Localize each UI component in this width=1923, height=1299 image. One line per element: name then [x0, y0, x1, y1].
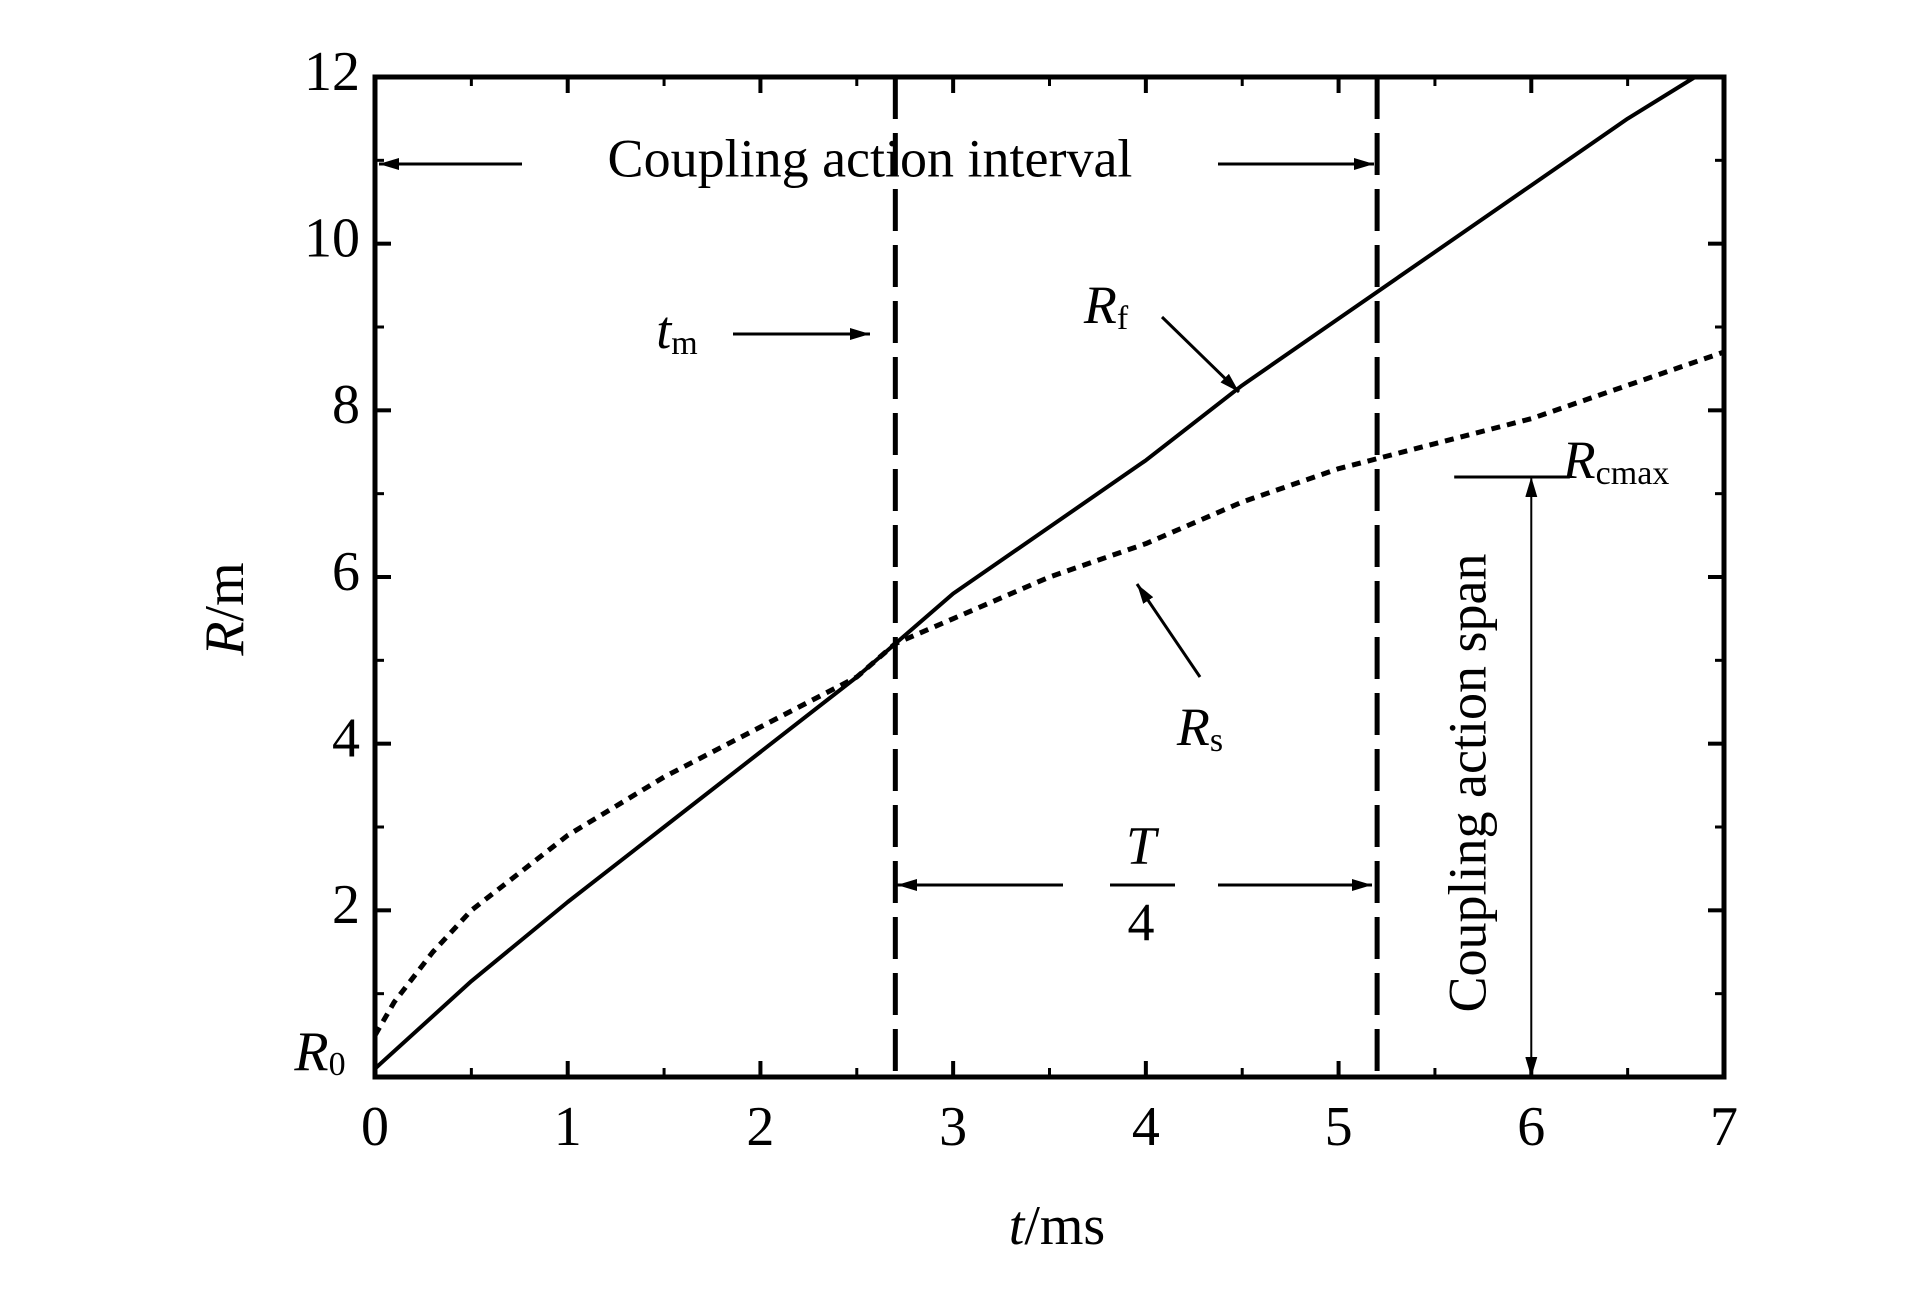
x-tick-label: 4 [1132, 1096, 1160, 1158]
x-tick-label: 3 [939, 1096, 967, 1158]
annotation-base: t [656, 300, 673, 360]
series-line [372, 349, 1725, 1037]
annotation: Rs [1176, 697, 1223, 758]
annotation: Coupling action span [1437, 554, 1497, 1013]
plot-frame [372, 74, 1727, 1080]
x-tick-label: 6 [1517, 1096, 1545, 1158]
annotation: T [1126, 815, 1160, 875]
annotation-sub: 0 [329, 1046, 346, 1083]
series-line [373, 75, 1697, 1071]
x-tick-label: 1 [554, 1096, 582, 1158]
y-tick-label: 6 [332, 541, 360, 603]
annotation-base: R [1176, 697, 1210, 757]
annotation-base: R [1562, 430, 1596, 490]
annotation: 4 [1128, 892, 1155, 952]
annotation-sub: cmax [1596, 455, 1670, 492]
arrow [1160, 315, 1241, 394]
y-axis-label-unit: /m [194, 562, 256, 621]
y-tick-label: 10 [304, 208, 360, 270]
y-tick-label: 12 [304, 41, 360, 103]
annotation: R0 [293, 1021, 345, 1083]
annotation: Coupling action interval [608, 128, 1133, 188]
annotation-sub: m [671, 325, 697, 362]
annotation: Rf [1083, 275, 1129, 336]
x-axis-label-var: t [1009, 1195, 1026, 1257]
y-axis-label-var: R [194, 621, 256, 656]
x-tick-label: 5 [1325, 1096, 1353, 1158]
x-axis-label: t/ms [1009, 1195, 1105, 1257]
annotation-base: R [293, 1021, 328, 1083]
y-tick-label: 4 [332, 708, 360, 770]
x-tick-label: 7 [1710, 1096, 1738, 1158]
y-axis-label: R/m [194, 562, 256, 656]
annotation-sub: s [1210, 722, 1223, 759]
annotation-base: R [1083, 275, 1117, 335]
y-tick-label: 2 [332, 874, 360, 936]
x-axis-label-unit: /ms [1024, 1195, 1105, 1257]
y-tick-label: 8 [332, 374, 360, 436]
annotation: tm [656, 300, 697, 361]
x-tick-label: 2 [746, 1096, 774, 1158]
x-tick-label: 0 [361, 1096, 389, 1158]
annotation: Rcmax [1562, 430, 1670, 491]
annotation-sub: f [1117, 300, 1129, 337]
arrow [1135, 583, 1202, 678]
